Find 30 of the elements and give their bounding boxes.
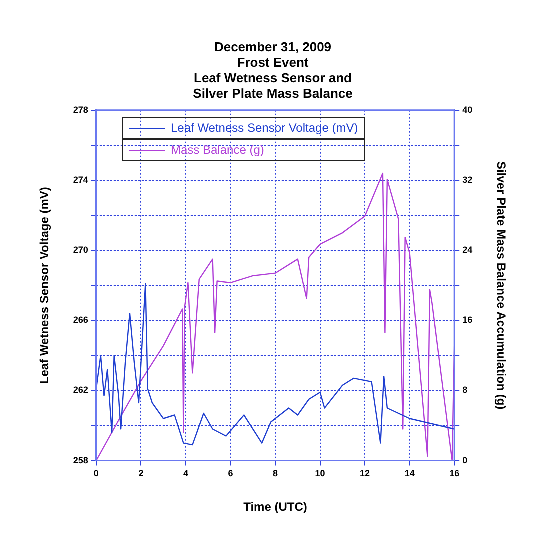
x-tick-label: 14	[404, 468, 415, 479]
y-axis-title: Leaf Wetness Sensor Voltage (mV)	[38, 187, 52, 384]
text: Frost Event	[237, 54, 309, 70]
x-tick-label: 16	[450, 468, 460, 479]
x-tick-label: 2	[138, 468, 144, 479]
x-axis-title: Time (UTC)	[244, 500, 308, 514]
y2-tick-label: 0	[462, 455, 468, 466]
legend-label: Mass Balance (g)	[171, 143, 264, 157]
y2-tick-label: 40	[462, 104, 473, 115]
y-tick-label: 274	[73, 174, 88, 185]
y2-tick-label: 8	[462, 385, 468, 396]
y2-tick-label: 16	[462, 315, 473, 326]
y-tick-label: 278	[73, 104, 88, 115]
text: December 31, 2009	[214, 39, 332, 54]
legend-label: Leaf Wetness Sensor Voltage (mV)	[171, 121, 358, 135]
y-tick-label: 266	[73, 315, 88, 326]
y-tick-label: 258	[73, 455, 88, 466]
x-tick-label: 10	[315, 468, 326, 479]
y-tick-label: 262	[73, 385, 88, 396]
x-tick-label: 8	[272, 468, 278, 479]
x-tick-label: 12	[360, 468, 370, 479]
text: Silver Plate Mass Balance	[193, 86, 353, 102]
x-tick-label: 0	[94, 468, 99, 479]
x-tick-label: 6	[228, 468, 234, 479]
x-tick-label: 4	[183, 468, 188, 479]
y-tick-label: 270	[73, 245, 88, 256]
y2-tick-label: 24	[462, 245, 473, 256]
text: Leaf Wetness Sensor and	[194, 70, 352, 86]
y2-tick-label: 32	[462, 174, 473, 185]
y2-axis-title: Silver Plate Mass Balance Accumulation (g)	[494, 161, 508, 410]
